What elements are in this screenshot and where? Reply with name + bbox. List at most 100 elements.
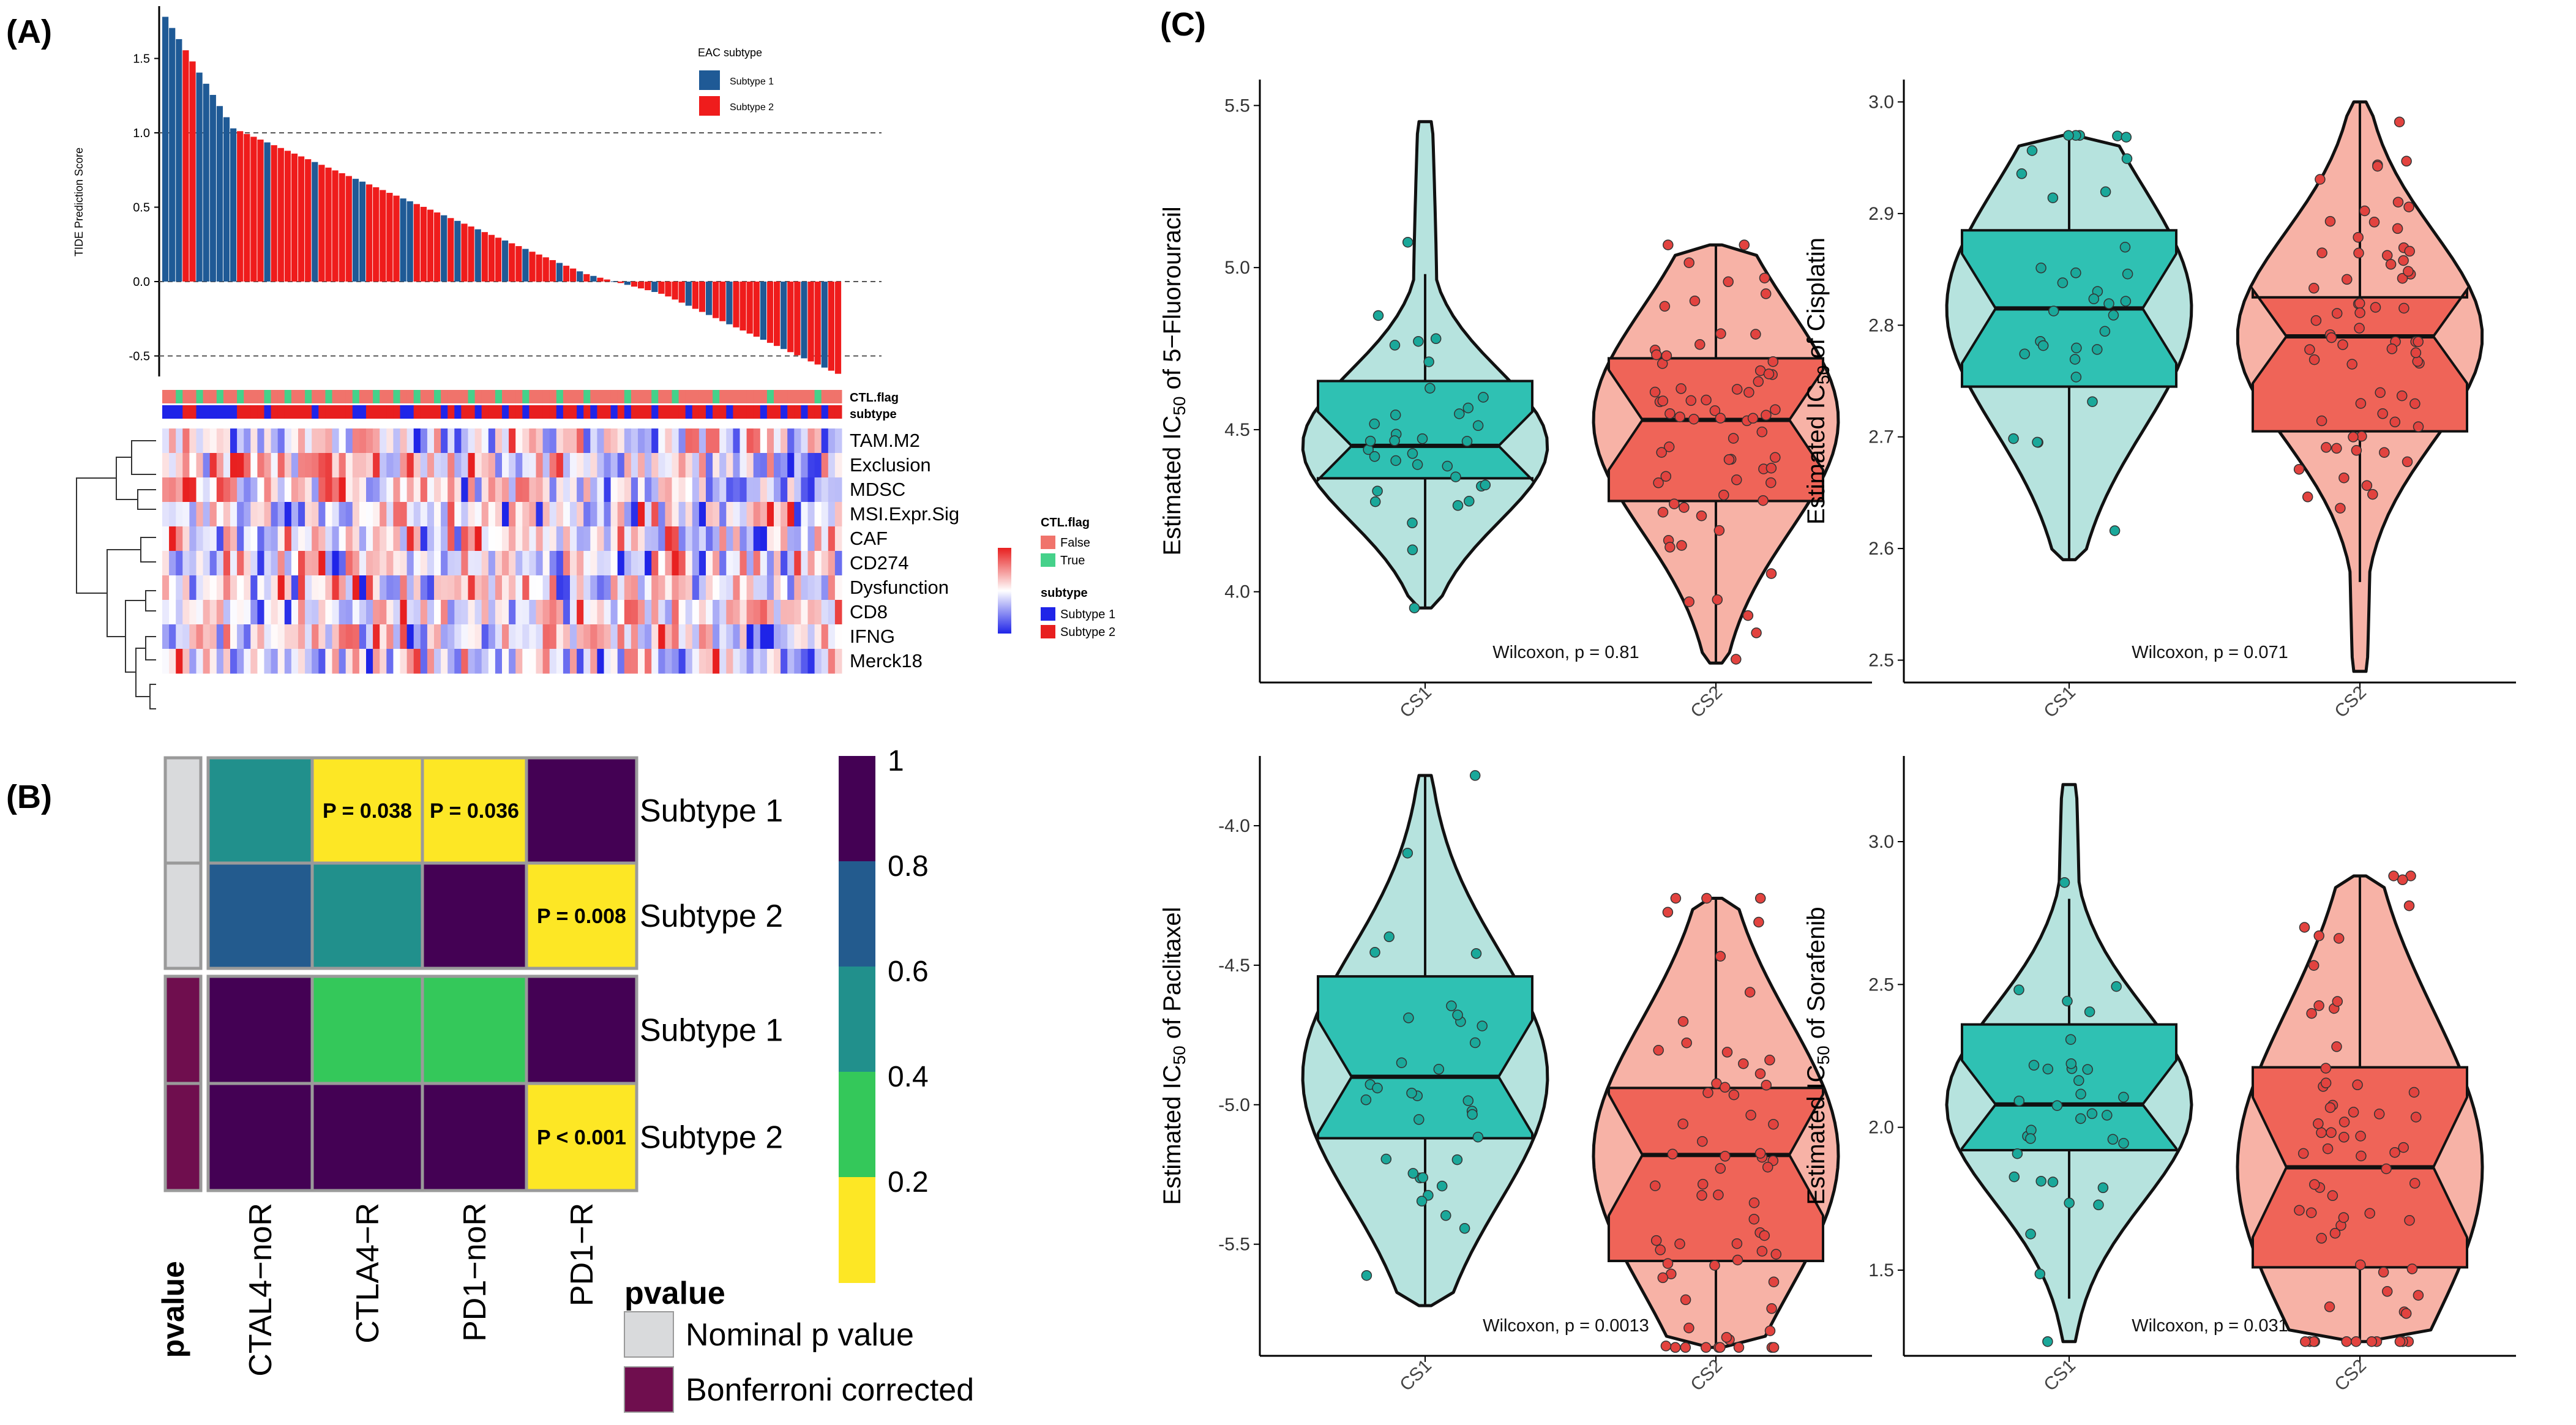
heatmap-cell (665, 502, 672, 527)
annot-ctl-cell (413, 390, 421, 403)
annot-ctl-cell (821, 390, 829, 403)
heatmap-cell (162, 551, 170, 576)
heatmap-cell (312, 502, 319, 527)
heatmap-cell (672, 453, 680, 478)
tide-bar (536, 254, 542, 282)
ic50-point (1756, 426, 1768, 438)
ic50-point (2409, 398, 2421, 410)
heatmap-cell (536, 575, 544, 600)
heatmap-cell (332, 575, 340, 600)
heatmap-cell (223, 502, 231, 527)
heatmap-cell (556, 428, 564, 454)
heatmap-row-label: Dysfunction (850, 577, 949, 598)
ic50-y-axis-label: Estimated IC50 of Sorafenib (1803, 907, 1833, 1205)
heatmap-cell (509, 502, 516, 527)
heatmap-cell (807, 624, 815, 649)
submap-cell-label: P < 0.001 (537, 1126, 626, 1150)
ic50-point (1762, 1161, 1773, 1173)
ic50-point (1756, 1246, 1768, 1257)
heatmap-cell (549, 551, 557, 576)
heatmap-cell (312, 575, 319, 600)
ic50-point (2313, 1000, 2324, 1011)
annot-subtype-cell (474, 405, 482, 419)
annot-subtype-cell (522, 405, 530, 419)
heatmap-cell (685, 477, 693, 503)
ic50-y-tick-label: -4.0 (1218, 816, 1250, 836)
ic50-point (1743, 387, 1754, 398)
heatmap-cell (821, 551, 829, 576)
heatmap-cell (318, 428, 326, 454)
heatmap-cell (801, 453, 808, 478)
ic50-point (1718, 489, 1729, 501)
heatmap-cell (556, 624, 564, 649)
annot-subtype-cell (434, 405, 441, 419)
heatmap-cell (216, 502, 224, 527)
heatmap-cell (834, 624, 842, 649)
heatmap-cell (386, 502, 394, 527)
heatmap-cell (624, 575, 632, 600)
ic50-point (1442, 460, 1453, 472)
heatmap-cell (563, 477, 571, 503)
annot-subtype-cell (264, 405, 272, 419)
heatmap-cell (651, 624, 659, 649)
ic50-point (2308, 283, 2320, 294)
ic50-point (1765, 568, 1777, 579)
annot-ctl-cell (406, 390, 414, 403)
heatmap-cell (162, 453, 170, 478)
heatmap-cell (522, 477, 530, 503)
submap-cell (310, 974, 424, 1085)
heatmap-cell (352, 453, 360, 478)
heatmap-cell (352, 477, 360, 503)
heatmap-cell (787, 649, 795, 674)
heatmap-cell (774, 428, 781, 454)
heatmap-row-label: IFNG (850, 626, 895, 647)
heatmap-cell (774, 575, 781, 600)
heatmap-cell (339, 428, 346, 454)
ic50-point (1764, 1055, 1775, 1066)
ic50-point (2356, 1150, 2367, 1162)
heatmap-cell (590, 502, 597, 527)
heatmap-cell (284, 453, 292, 478)
annot-subtype-cell (468, 405, 476, 419)
heatmap-cell (209, 477, 217, 503)
ic50-point (1761, 1080, 1772, 1091)
ic50-point (2364, 1208, 2375, 1219)
heatmap-cell (794, 600, 801, 625)
ic50-point (1765, 462, 1777, 474)
annot-ctl-cell (352, 390, 360, 403)
heatmap-cell (726, 428, 733, 454)
heatmap-cell (345, 575, 353, 600)
heatmap-cell (420, 575, 428, 600)
heatmap-cell (352, 502, 360, 527)
heatmap-cell (774, 551, 781, 576)
ic50-point (1748, 1213, 1760, 1225)
submap-cell (206, 1082, 314, 1192)
heatmap-cell (182, 600, 190, 625)
heatmap-cell (277, 600, 285, 625)
submap-column-label: PD1−noR (457, 1203, 493, 1342)
heatmap-cell (698, 600, 706, 625)
annot-ctl-cell (583, 390, 591, 403)
heatmap-cell (665, 600, 672, 625)
annot-subtype-cell (515, 405, 523, 419)
ic50-point (1659, 301, 1671, 312)
heatmap-cell (339, 575, 346, 600)
ic50-point (2048, 305, 2059, 316)
heatmap-cell (834, 428, 842, 454)
annot-subtype-cell (692, 405, 700, 419)
heatmap-cell (271, 502, 279, 527)
side-legend-subtype1-label: Subtype 1 (1060, 608, 1115, 621)
heatmap-cell (610, 575, 618, 600)
ic50-point (2359, 205, 2370, 217)
heatmap-cell (502, 600, 509, 625)
heatmap-cell (678, 477, 686, 503)
ic50-point (1406, 1087, 1417, 1099)
heatmap-cell (645, 649, 652, 674)
ic50-point (2366, 1336, 2378, 1347)
ic50-y-tick-label: -5.5 (1218, 1235, 1250, 1255)
heatmap-cell (794, 477, 801, 503)
ic50-point (1407, 1168, 1419, 1179)
heatmap-cell (488, 477, 496, 503)
ic50-box (1961, 1023, 2177, 1151)
